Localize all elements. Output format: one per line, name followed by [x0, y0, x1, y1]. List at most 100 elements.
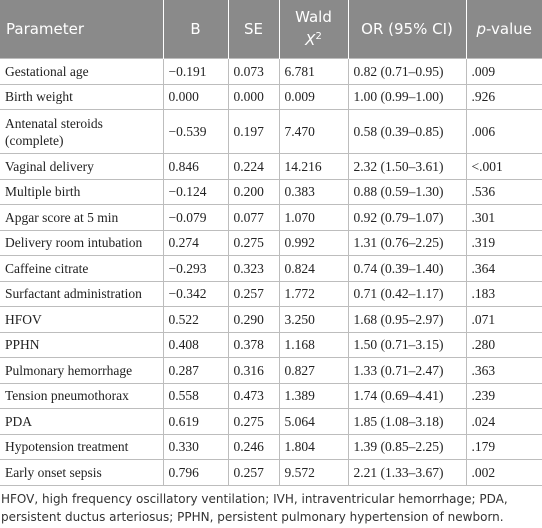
cell: 2.32 (1.50–3.61): [347, 153, 467, 180]
cell: 0.558: [162, 382, 229, 409]
cell: 0.408: [162, 331, 229, 358]
cell: 1.39 (0.85–2.25): [347, 433, 467, 460]
cell: 1.50 (0.71–3.15): [347, 331, 467, 358]
table-row: PDA 0.619 0.275 5.064 1.85 (1.08–3.18) .024: [0, 408, 542, 435]
cell: <.001: [465, 153, 542, 180]
cell: .280: [465, 331, 542, 358]
table-row: Multiple birth −0.124 0.200 0.383 0.88 (0.59…: [0, 178, 542, 205]
cell: 0.88 (0.59–1.30): [347, 178, 467, 205]
cell: 0.824: [278, 255, 349, 282]
table-row: PPHN 0.408 0.378 1.168 1.50 (0.71–3.15) .280: [0, 331, 542, 358]
cell: 1.00 (0.99–1.00): [347, 83, 467, 110]
cell: 1.168: [278, 331, 349, 358]
cell: 0.74 (0.39–1.40): [347, 255, 467, 282]
cell: 1.070: [278, 204, 349, 231]
cell: .009: [465, 58, 542, 85]
header-cell: OR (95% CI): [347, 0, 466, 59]
cell: 14.216: [278, 153, 349, 180]
row-label: PDA: [0, 408, 164, 435]
cell: 0.82 (0.71–0.95): [347, 58, 467, 85]
cell: 0.275: [227, 408, 280, 435]
cell: 0.000: [227, 83, 280, 110]
cell: 0.619: [162, 408, 229, 435]
cell: 0.257: [227, 459, 280, 486]
row-label: Multiple birth: [0, 178, 164, 205]
row-label: Pulmonary hemorrhage: [0, 357, 164, 384]
table-row: Caffeine citrate −0.293 0.323 0.824 0.74 (0.…: [0, 255, 542, 282]
row-label: Early onset sepsis: [0, 459, 164, 486]
row-label: Vaginal delivery: [0, 153, 164, 180]
cell: 0.287: [162, 357, 229, 384]
cell: −0.079: [162, 204, 229, 231]
header-cell: SE: [227, 0, 279, 59]
header-row: Parameter B SE Wald X2 OR (95% CI) p-value: [0, 0, 542, 59]
cell: 0.224: [227, 153, 280, 180]
header-cell: Parameter: [0, 0, 163, 59]
table-row: Surfactant administration −0.342 0.257 1.77…: [0, 280, 542, 307]
cell: .002: [465, 459, 542, 486]
table-row: Pulmonary hemorrhage 0.287 0.316 0.827 1.33 …: [0, 357, 542, 384]
cell: 1.33 (0.71–2.47): [347, 357, 467, 384]
cell: 0.246: [227, 433, 280, 460]
cell: 0.378: [227, 331, 280, 358]
cell: .301: [465, 204, 542, 231]
header-cell: B: [162, 0, 228, 59]
cell: 3.250: [278, 306, 349, 333]
cell: 1.31 (0.76–2.25): [347, 229, 467, 256]
cell: 0.274: [162, 229, 229, 256]
cell: 0.796: [162, 459, 229, 486]
cell: −0.293: [162, 255, 229, 282]
cell: .364: [465, 255, 542, 282]
cell: 0.846: [162, 153, 229, 180]
cell: 1.389: [278, 382, 349, 409]
header-symbol: X: [305, 31, 316, 49]
cell: 0.992: [278, 229, 349, 256]
cell: 0.92 (0.79–1.07): [347, 204, 467, 231]
cell: 0.290: [227, 306, 280, 333]
results-table: Parameter B SE Wald X2 OR (95% CI) p-value Ges…: [0, 0, 542, 486]
cell: .926: [465, 83, 542, 110]
header-cell: p-value: [465, 0, 542, 59]
cell: 1.804: [278, 433, 349, 460]
cell: −0.342: [162, 280, 229, 307]
cell: 0.316: [227, 357, 280, 384]
row-label: Delivery room intubation: [0, 229, 164, 256]
row-label: Surfactant administration: [0, 280, 164, 307]
cell: 1.85 (1.08–3.18): [347, 408, 467, 435]
table-row: Hypotension treatment 0.330 0.246 1.804 1.39…: [0, 433, 542, 460]
cell: −0.539: [162, 109, 229, 154]
row-label: Birth weight: [0, 83, 164, 110]
cell: .363: [465, 357, 542, 384]
cell: 2.21 (1.33–3.67): [347, 459, 467, 486]
cell: 7.470: [278, 109, 349, 154]
cell: 9.572: [278, 459, 349, 486]
cell: 0.522: [162, 306, 229, 333]
header-text: -value: [486, 19, 532, 38]
cell: 0.473: [227, 382, 280, 409]
cell: .239: [465, 382, 542, 409]
cell: −0.191: [162, 58, 229, 85]
cell: .536: [465, 178, 542, 205]
cell: .024: [465, 408, 542, 435]
table-row: Apgar score at 5 min −0.079 0.077 1.070 0.92…: [0, 204, 542, 231]
cell: .071: [465, 306, 542, 333]
footnote: HFOV, high frequency oscillatory ventila…: [1, 491, 508, 524]
table-row: Antenatal steroids (complete) −0.539 0.197…: [0, 109, 542, 154]
row-label: HFOV: [0, 306, 164, 333]
row-label: Caffeine citrate: [0, 255, 164, 282]
cell: .179: [465, 433, 542, 460]
cell: 0.077: [227, 204, 280, 231]
table-row: Birth weight 0.000 0.000 0.009 1.00 (0.99–1.…: [0, 83, 542, 110]
header-text: Wald: [295, 8, 332, 26]
cell: 0.000: [162, 83, 229, 110]
cell: 6.781: [278, 58, 349, 85]
row-label: Gestational age: [0, 58, 164, 85]
cell: 0.073: [227, 58, 280, 85]
cell: 0.275: [227, 229, 280, 256]
cell: 5.064: [278, 408, 349, 435]
cell: 0.383: [278, 178, 349, 205]
table-row: HFOV 0.522 0.290 3.250 1.68 (0.95–2.97) .071: [0, 306, 542, 333]
cell: 0.009: [278, 83, 349, 110]
cell: 0.197: [227, 109, 280, 154]
row-label: PPHN: [0, 331, 164, 358]
